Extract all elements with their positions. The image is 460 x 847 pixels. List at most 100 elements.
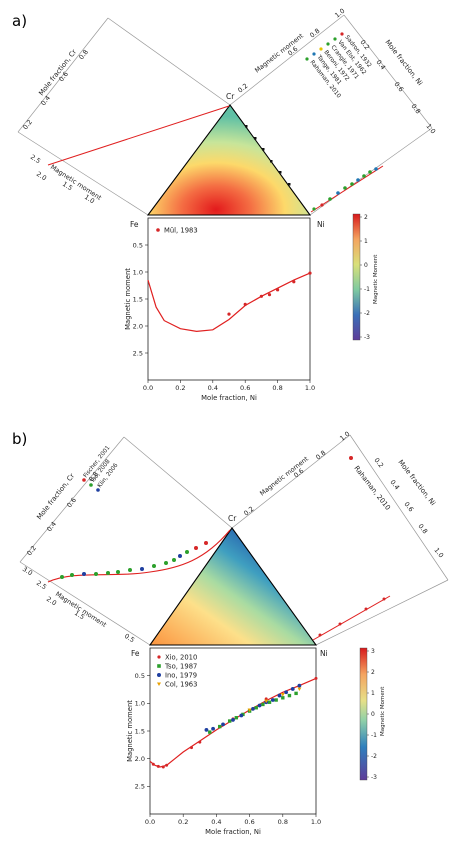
y-tick-label: 2.0 [133,322,143,330]
panel-a-apex-cr: Cr [226,92,235,101]
svg-text:0.8: 0.8 [416,522,429,535]
data-point-xio [151,762,155,766]
y-axis-label: Magnetic moment [124,268,132,330]
svg-text:0.4: 0.4 [374,58,387,71]
data-point [243,302,247,306]
data-point-col [297,687,302,691]
colorbar-tick-label: -3 [364,334,370,341]
svg-text:0.2: 0.2 [242,505,255,518]
data-point [259,294,263,298]
data-point-ino [221,722,225,727]
x-tick-label: 0.2 [175,384,185,392]
panel-a-edge-points [245,125,291,186]
x-tick-label: 1.0 [305,384,315,392]
svg-text:0.4: 0.4 [388,478,401,491]
panel-a-label: a) [12,12,27,30]
panel-b-ternary-right-legend: Rahaman, 2010 [349,456,392,512]
svg-text:2.5: 2.5 [35,579,48,591]
data-point-tso [241,712,245,717]
data-point-col [247,708,252,712]
panel-a-right-points [312,167,378,211]
data-point [292,280,296,284]
data-point-xio [198,740,202,744]
panel-a: a) Cr Fe Ni [12,7,437,402]
colorbar-tick-label: 2 [364,214,368,221]
panel-a-right-axis-label: Mole fraction, Ni [383,38,424,87]
x-tick-label: 0.8 [278,818,288,826]
legend-entry: Ino, 1979 [165,671,197,679]
data-point-tso [208,730,212,734]
legend-marker [157,682,161,686]
legend-entry: Xio, 2010 [165,653,197,661]
svg-text:1.0: 1.0 [424,122,437,135]
y-tick-label: 2.5 [135,783,145,791]
colorbar-tick-label: -2 [364,310,370,317]
svg-text:1.0: 1.0 [432,546,445,559]
panel-b-right-moment-ticks: 1.0 0.8 0.6 0.2 [242,430,351,518]
panel-b-left-moment-label: Magnetic moment [54,590,108,629]
panel-b-binary-plot: 0.0 0.2 0.4 0.6 0.8 1.0 0.5 1.0 1.5 2.0 2.5 Mole fr… [126,647,321,836]
colorbar-tick-label: -3 [371,774,377,781]
panel-a-ternary-triangle [146,104,312,216]
x-tick-label: 1.0 [311,818,321,826]
svg-text:0.6: 0.6 [65,496,78,509]
legend-marker [340,32,344,36]
svg-text:0.2: 0.2 [372,456,385,469]
panel-b-right-axis-label: Mole fraction, Ni [396,458,437,507]
legend-marker [333,37,337,41]
x-tick-label: 0.6 [244,818,254,826]
x-tick-label: 0.0 [145,818,155,826]
legend-entry: Tso, 1987 [164,662,197,670]
x-tick-label: 0.4 [211,818,221,826]
svg-text:0.6: 0.6 [402,500,415,513]
panel-a-left-curve [47,105,230,166]
panel-b-apex-ni: Ni [320,649,328,658]
legend-entry: Mül, 1983 [164,227,198,235]
svg-text:3.0: 3.0 [21,565,34,577]
colorbar-tick-label: 2 [371,669,375,676]
svg-text:0.8: 0.8 [77,48,90,61]
fit-curve [149,677,317,768]
data-point-xio [190,746,193,750]
data-point-tso [294,691,298,696]
svg-text:0.8: 0.8 [314,449,327,462]
x-tick-label: 0.2 [178,818,188,826]
panel-b-left-points [60,541,208,579]
y-tick-label: 1.5 [133,295,143,303]
data-point-tso [267,700,272,704]
panel-b-ternary-triangle [148,527,318,646]
data-point-ino [239,713,244,718]
data-point-ino [297,683,302,688]
y-tick-label: 0.5 [133,241,143,249]
data-point-ino [270,698,275,702]
legend-marker [156,228,160,232]
panel-b-colorbar-label: Magnetic Moment [380,686,386,736]
panel-a-left-axis-label: Mole fraction, Cr [37,48,78,97]
panel-b-apex-cr: Cr [228,514,237,523]
y-tick-label: 2.5 [133,349,143,357]
data-point-ino [204,727,209,732]
panel-a-binary-plot: 0.0 0.2 0.4 0.6 0.8 1.0 0.5 1.0 1.5 2.0 2.5 Mole fr… [124,217,315,402]
colorbar-tick-label: -1 [364,286,370,293]
legend-marker [157,673,161,677]
legend-marker [305,57,309,61]
y-tick-label: 1.0 [135,700,145,708]
svg-text:0.2: 0.2 [25,544,38,557]
svg-text:1.0: 1.0 [333,7,346,20]
colorbar-tick-label: 1 [364,238,368,245]
data-point-ino [251,706,255,711]
y-tick-label: 0.5 [135,672,145,680]
data-point-tso [218,724,222,729]
colorbar-tick-label: -1 [371,732,377,739]
legend-marker [319,47,323,51]
data-point-ino [211,726,215,731]
svg-text:0.2: 0.2 [21,118,34,131]
svg-text:2.5: 2.5 [29,153,42,165]
x-tick-label: 0.4 [208,384,218,392]
data-point-ino [257,703,262,708]
panel-b-right-curve [312,595,391,641]
data-point-col [264,699,269,704]
panel-b: b) Cr Fe Ni Mo [12,430,449,836]
data-point-ino [290,687,295,691]
